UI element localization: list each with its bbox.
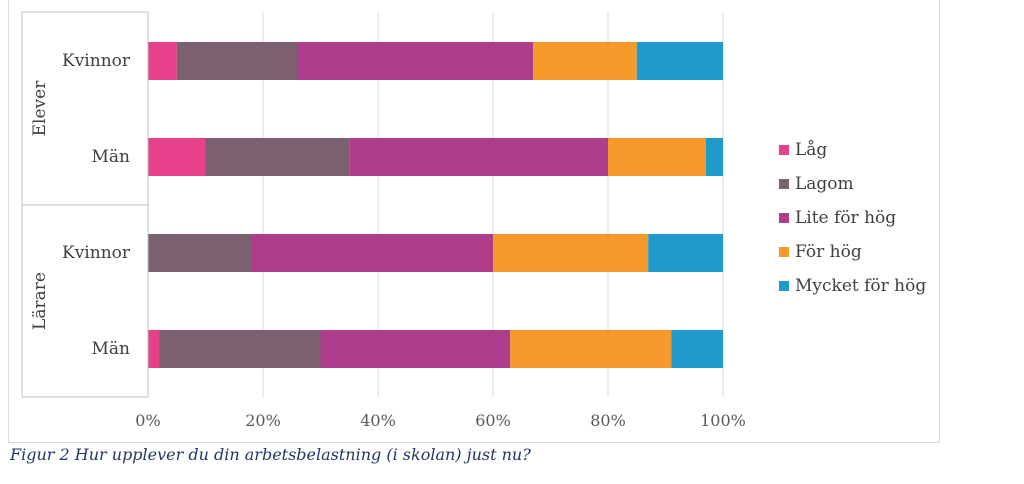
bar-segment	[636, 42, 723, 80]
legend-label: Lite för hög	[795, 208, 896, 228]
bar-segment	[176, 42, 298, 80]
category-label: Kvinnor	[62, 243, 131, 263]
bar-segment	[251, 234, 493, 272]
category-axis: Elever Kvinnor Män Lärare Kvinnor Män	[21, 11, 149, 398]
x-tick-label: 100%	[700, 411, 746, 430]
legend-swatch	[779, 281, 789, 291]
x-tick-label: 20%	[245, 411, 281, 430]
x-tick-label: 80%	[590, 411, 626, 430]
bar-segment	[510, 330, 672, 368]
bar-segment	[648, 234, 723, 272]
stacked-bar-chart: Elever Kvinnor Män Lärare Kvinnor Män 0% 20% 40…	[21, 11, 926, 430]
category-label: Män	[92, 339, 131, 359]
bar-segment	[148, 234, 252, 272]
bar-segment	[608, 138, 706, 176]
bar-segment	[205, 138, 350, 176]
legend-label: Mycket för hög	[795, 276, 926, 296]
bar-segment	[533, 42, 637, 80]
x-tick-label: 0%	[135, 411, 160, 430]
bar-segment	[297, 42, 534, 80]
x-tick-label: 60%	[475, 411, 511, 430]
bar-segment	[349, 138, 608, 176]
bar-segment	[148, 330, 160, 368]
group-label: Elever	[30, 80, 50, 137]
legend-swatch	[779, 179, 789, 189]
bar-segment	[148, 138, 206, 176]
bar-segment	[705, 138, 723, 176]
figure-caption: Figur 2 Hur upplever du din arbetsbelast…	[10, 445, 531, 464]
chart-frame	[8, 0, 940, 443]
legend-label: Låg	[795, 140, 827, 160]
bar-segment	[493, 234, 649, 272]
legend-swatch	[779, 145, 789, 155]
bar-segment	[159, 330, 321, 368]
category-label: Kvinnor	[62, 51, 131, 71]
legend-swatch	[779, 247, 789, 257]
x-tick-labels: 0% 20% 40% 60% 80% 100%	[135, 411, 746, 430]
bar-segment	[671, 330, 723, 368]
legend: Låg Lagom Lite för hög För hög Mycket för hö…	[779, 140, 926, 296]
legend-label: Lagom	[795, 174, 854, 194]
bars	[148, 42, 723, 368]
bar-segment	[148, 42, 177, 80]
x-tick-label: 40%	[360, 411, 396, 430]
legend-label: För hög	[795, 242, 862, 262]
bar-segment	[320, 330, 511, 368]
legend-swatch	[779, 213, 789, 223]
group-label: Lärare	[30, 272, 50, 330]
category-label: Män	[92, 147, 131, 167]
